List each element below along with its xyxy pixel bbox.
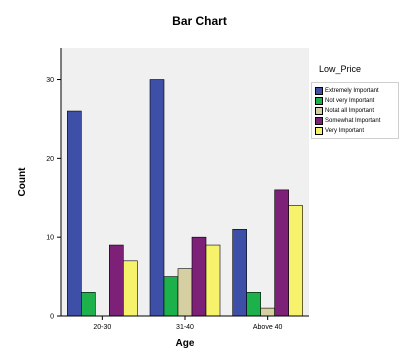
y-tick-label: 10: [46, 235, 54, 242]
legend-item: Extremely Important: [315, 86, 395, 95]
legend-swatch: [315, 106, 323, 115]
y-axis-title: Count: [17, 167, 28, 197]
legend: Low_Price Extremely Important Not very Im…: [311, 64, 399, 139]
legend-title: Low_Price: [319, 64, 362, 74]
x-tick-label: 20-30: [93, 324, 111, 331]
bars-group: [67, 79, 303, 317]
bar-somewhat-important-20-30: [109, 244, 124, 317]
bar-extremely-important-above-40: [232, 228, 247, 317]
bar-notat-all-important-31-40: [177, 268, 193, 317]
legend-item: Notat all Important: [315, 106, 395, 115]
bar-not-very-important-above-40: [246, 292, 261, 317]
x-tick-label: 31-40: [176, 324, 194, 331]
y-tick-label: 30: [46, 77, 54, 84]
legend-box: Extremely Important Not very Important Not…: [311, 82, 399, 139]
legend-swatch: [315, 96, 323, 105]
bar-very-important-31-40: [205, 244, 221, 317]
legend-item: Not very Important: [315, 96, 395, 105]
bar-extremely-important-20-30: [67, 110, 82, 317]
y-tick-label: 0: [50, 314, 54, 321]
y-tick-label: 20: [46, 156, 54, 163]
legend-swatch: [315, 116, 323, 125]
legend-label: Extremely Important: [325, 87, 379, 94]
bar-not-very-important-20-30: [81, 292, 96, 317]
axes-group: 0 10 20 30 20-30 31-40 Above 40: [46, 48, 309, 331]
bar-somewhat-important-31-40: [191, 236, 207, 317]
legend-item: Somewhat Important: [315, 116, 395, 125]
chart-title: Bar Chart: [172, 14, 227, 28]
legend-item: Very Important: [315, 126, 395, 135]
bar-extremely-important-31-40: [149, 79, 165, 317]
legend-swatch: [315, 86, 323, 95]
bar-not-very-important-31-40: [163, 276, 179, 317]
legend-label: Somewhat Important: [325, 117, 381, 124]
x-axis-title: Age: [176, 338, 195, 349]
bar-notat-all-important-above-40: [260, 307, 275, 317]
legend-label: Very Important: [325, 127, 365, 134]
x-tick-label: Above 40: [253, 324, 283, 331]
legend-label: Notat all Important: [325, 107, 375, 114]
legend-swatch: [315, 126, 323, 135]
bar-very-important-above-40: [288, 205, 303, 317]
bar-very-important-20-30: [123, 260, 138, 317]
bar-somewhat-important-above-40: [274, 189, 289, 317]
legend-label: Not very Important: [325, 97, 375, 104]
